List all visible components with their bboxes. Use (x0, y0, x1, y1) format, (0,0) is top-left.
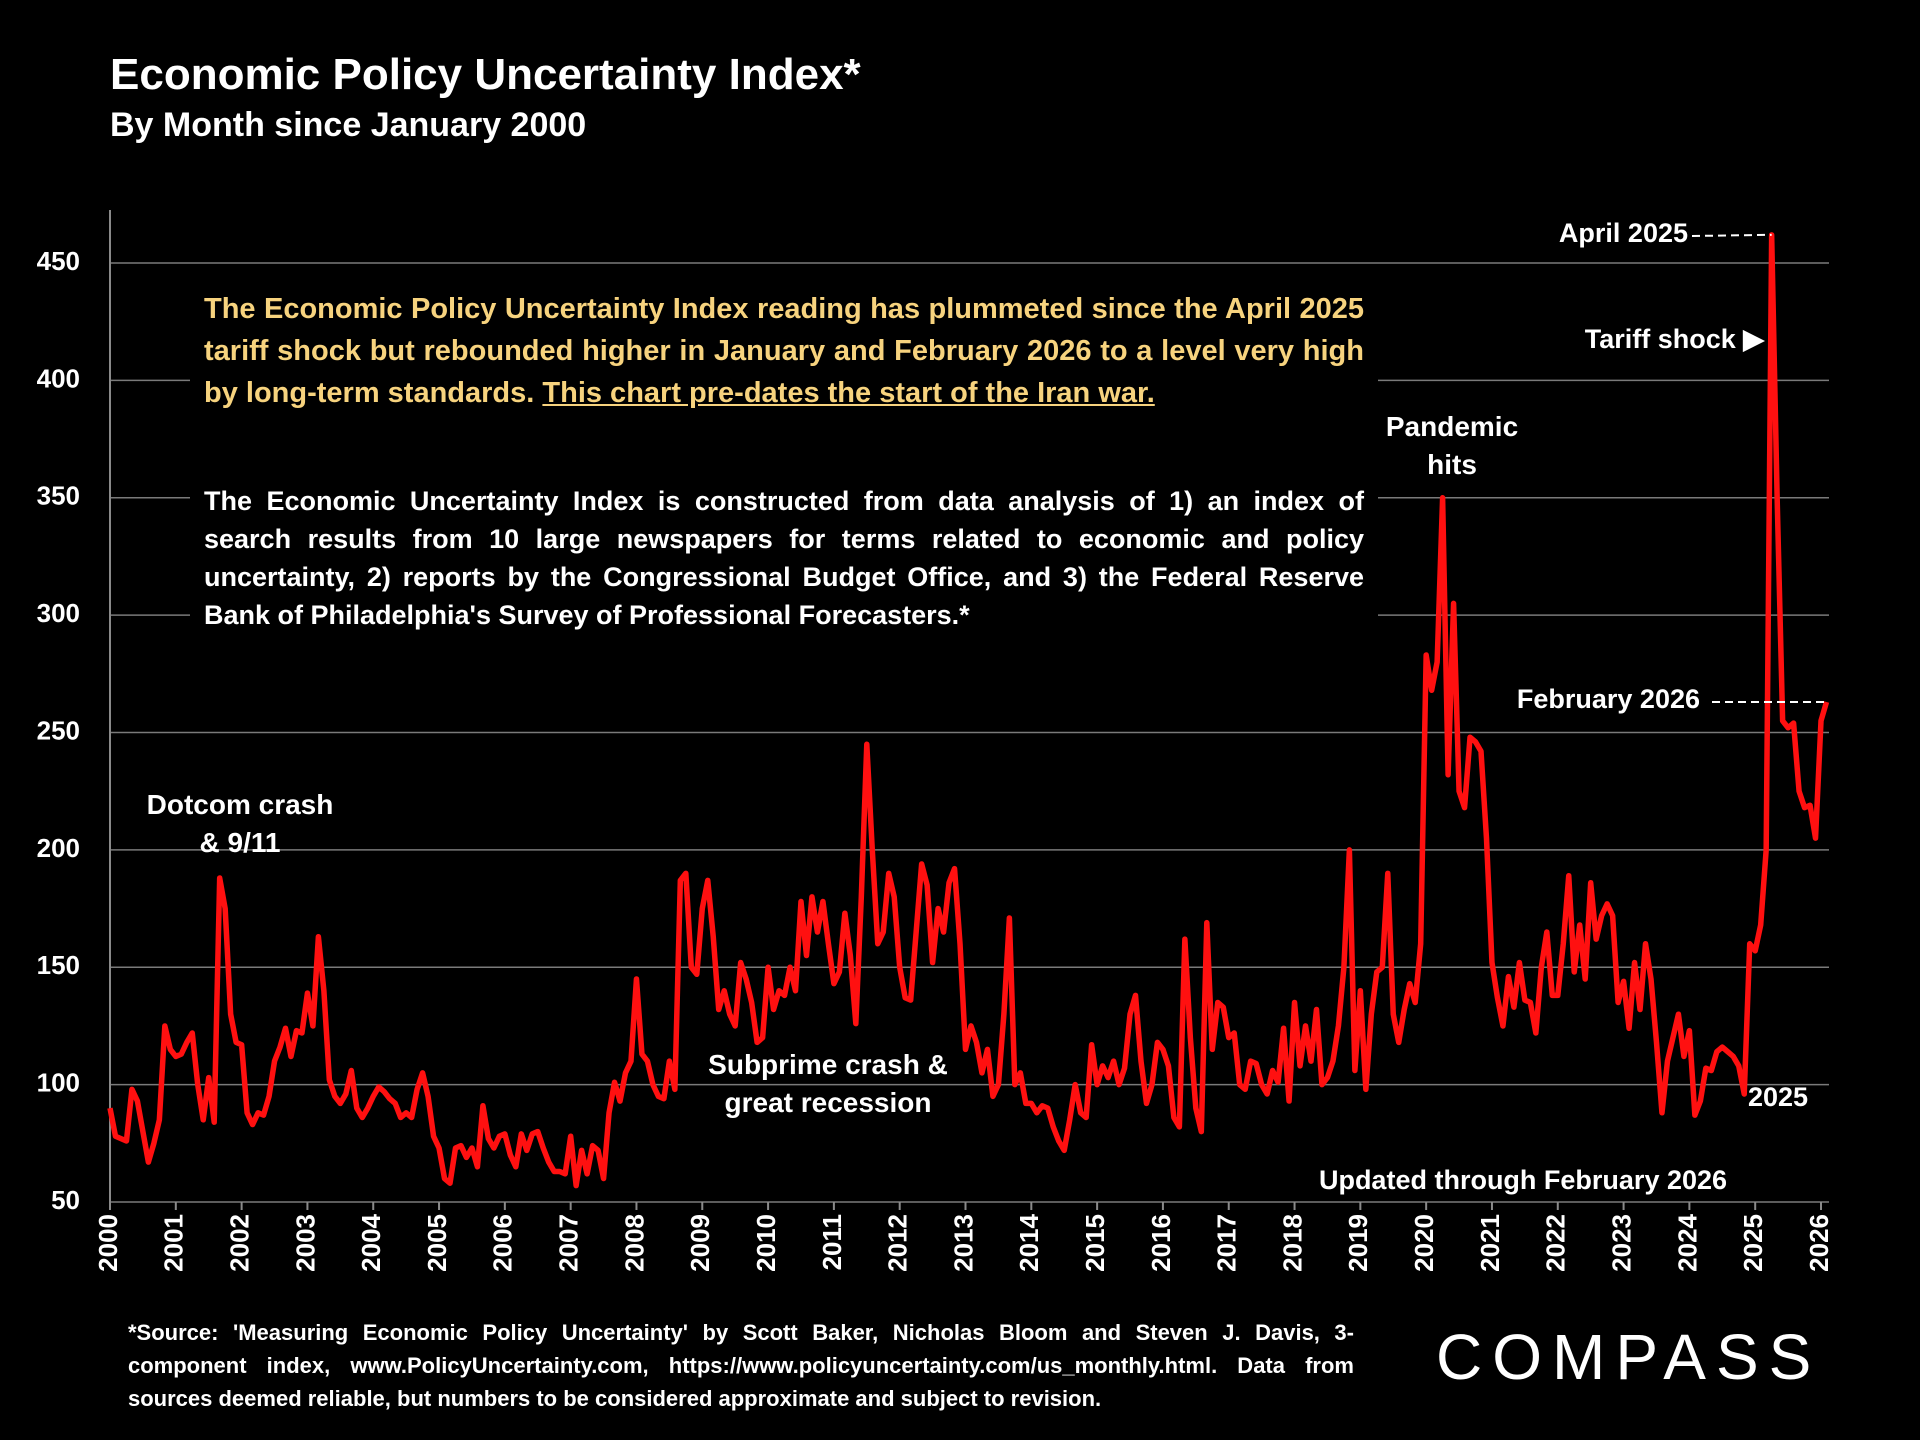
x-tick-label: 2015 (1080, 1214, 1110, 1272)
data-line (107, 232, 1830, 1189)
annotation: Subprime crash & great recession (708, 1049, 948, 1118)
x-tick-label: 2005 (422, 1214, 452, 1272)
summary-text: The Economic Policy Uncertainty Index re… (204, 293, 1364, 409)
x-tick-label: 2020 (1409, 1214, 1439, 1272)
x-tick-label: 2006 (488, 1214, 518, 1272)
annotation: Tariff shock ▶ (1584, 324, 1764, 354)
x-tick-label: 2012 (883, 1214, 913, 1272)
y-tick-label: 450 (37, 246, 80, 276)
annotation: 2025 (1748, 1082, 1809, 1112)
x-tick-label: 2023 (1606, 1214, 1636, 1272)
y-tick-label: 250 (37, 715, 80, 745)
y-tick-label: 400 (37, 363, 80, 393)
x-tick-label: 2007 (554, 1214, 584, 1272)
leader-line (1691, 233, 1772, 237)
x-tick-label: 2014 (1014, 1213, 1044, 1271)
x-tick-label: 2003 (290, 1214, 320, 1272)
annotation: Dotcom crash & 9/11 (146, 789, 334, 858)
x-tick-label: 2018 (1277, 1214, 1307, 1272)
summary-note: This chart pre-dates the start of the Ir… (542, 377, 1155, 409)
x-tick-label: 2002 (224, 1214, 254, 1272)
logo: COMPASS (1436, 1321, 1822, 1393)
x-tick-label: 2026 (1804, 1214, 1834, 1272)
x-tick-label: 2000 (93, 1214, 123, 1272)
x-tick-label: 2017 (1212, 1214, 1242, 1272)
x-tick-label: 2010 (751, 1214, 781, 1272)
y-tick-label: 150 (37, 950, 80, 980)
x-tick-label: 2019 (1343, 1214, 1373, 1272)
annotation: Updated through February 2026 (1318, 1165, 1728, 1195)
x-tick-label: 2022 (1541, 1214, 1571, 1272)
y-tick-label: 300 (37, 598, 80, 628)
annotation: April 2025 (1558, 218, 1688, 248)
description-box: The Economic Uncertainty Index is constr… (190, 474, 1378, 648)
annotation: February 2026 (1516, 684, 1700, 714)
summary-box: The Economic Policy Uncertainty Index re… (190, 280, 1378, 414)
x-tick-label: 2013 (948, 1214, 978, 1272)
chart-subtitle: By Month since January 2000 (110, 106, 587, 144)
x-tick-label: 2004 (356, 1213, 386, 1271)
y-tick-label: 200 (37, 833, 80, 863)
y-tick-label: 350 (37, 481, 80, 511)
chart-title: Economic Policy Uncertainty Index* (110, 50, 861, 99)
x-tick-label: 2001 (159, 1214, 189, 1272)
annotation: Pandemic hits (1385, 411, 1519, 480)
y-tick-label: 50 (51, 1185, 80, 1215)
x-tick-label: 2011 (817, 1214, 847, 1270)
x-tick-label: 2025 (1738, 1214, 1768, 1272)
x-tick-label: 2021 (1475, 1214, 1505, 1272)
footnote: *Source: 'Measuring Economic Policy Unce… (128, 1320, 1354, 1411)
description-text: The Economic Uncertainty Index is constr… (204, 486, 1364, 630)
x-tick-label: 2016 (1146, 1214, 1176, 1272)
x-tick-label: 2008 (619, 1214, 649, 1272)
x-tick-label: 2009 (685, 1214, 715, 1272)
y-tick-label: 100 (37, 1068, 80, 1098)
x-tick-label: 2024 (1672, 1213, 1702, 1271)
